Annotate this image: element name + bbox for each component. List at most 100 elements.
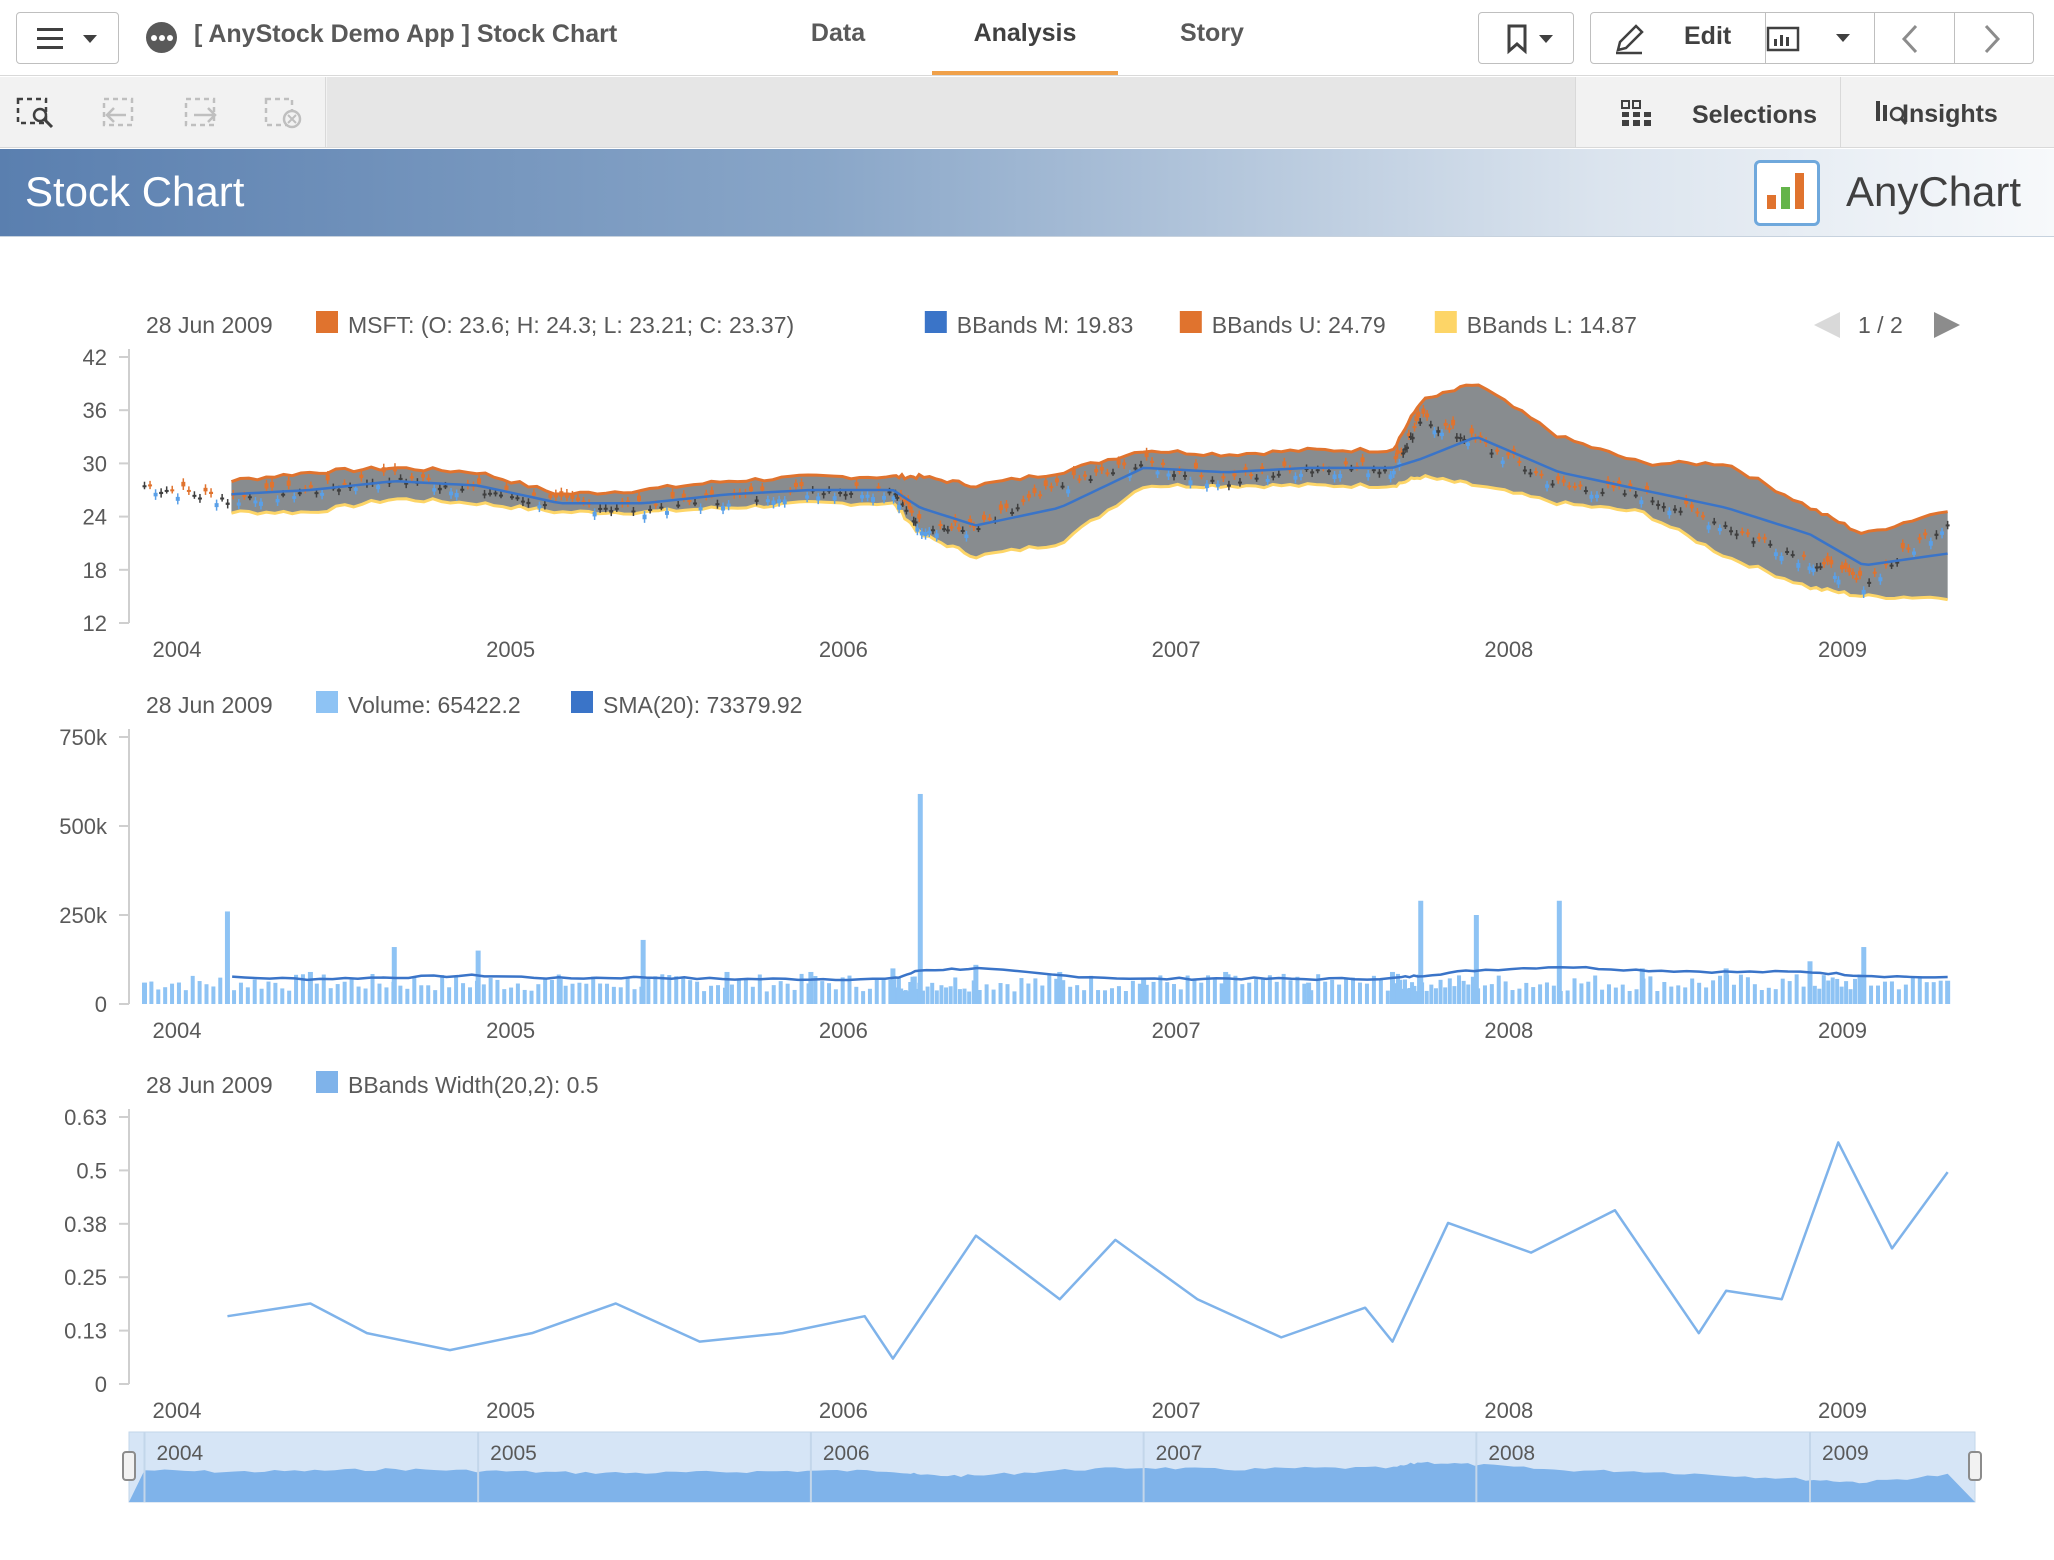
candle-body — [1578, 484, 1583, 487]
candle-body — [1489, 452, 1494, 455]
price-x-tick-label: 2006 — [819, 637, 868, 662]
candle-body — [460, 488, 465, 491]
candle-body — [1506, 452, 1511, 456]
candle-body — [531, 492, 536, 496]
candle-body — [1099, 466, 1104, 471]
candle-body — [175, 496, 180, 501]
candle-body — [1923, 532, 1928, 536]
navigator-label: 2004 — [156, 1442, 203, 1465]
volume-bar — [1503, 981, 1508, 1004]
volume-bar — [1787, 981, 1792, 1004]
volume-bar — [915, 988, 920, 1004]
candle-body — [805, 495, 810, 499]
volume-bar — [1807, 961, 1813, 1004]
candle-body — [526, 501, 531, 505]
volume-bar — [1378, 978, 1383, 1004]
stock-chart[interactable]: 42 36 30 24 18 12 2004 2005 2006 2007 2008 2009 28 J… — [0, 238, 2054, 1560]
candle-body — [1656, 503, 1661, 507]
candle-body — [1105, 472, 1110, 475]
volume-bar — [1738, 974, 1743, 1004]
volume-bar — [1812, 985, 1817, 1004]
candle-body — [1878, 577, 1883, 582]
candle-body — [998, 504, 1003, 511]
volume-bar — [903, 990, 908, 1004]
volume-bar — [930, 982, 935, 1004]
bbwidth-y-tick-label: 0.38 — [64, 1212, 107, 1237]
volume-bar — [1144, 984, 1149, 1004]
volume-bar — [515, 983, 520, 1004]
candle-body — [942, 528, 947, 531]
step-back-icon[interactable] — [98, 95, 142, 131]
price-legend-swatch — [316, 311, 338, 333]
candle-body — [1447, 427, 1452, 430]
candle-body — [598, 507, 603, 510]
bookmark-button[interactable] — [1478, 12, 1574, 64]
volume-bar — [1857, 974, 1862, 1004]
volume-bar — [1821, 975, 1826, 1004]
global-menu-button[interactable] — [16, 12, 119, 64]
candle-body — [934, 533, 939, 538]
candle-body — [915, 527, 920, 532]
volume-x-tick-label: 2004 — [152, 1018, 201, 1043]
smart-search-icon[interactable] — [16, 95, 60, 131]
volume-bar — [391, 947, 397, 1004]
volume-bar — [1192, 979, 1197, 1004]
volume-bar — [1917, 978, 1922, 1004]
candle-body — [1872, 571, 1877, 574]
volume-bar — [426, 985, 431, 1004]
candle-body — [664, 511, 669, 515]
bbwidth-y-tick-label: 0.25 — [64, 1265, 107, 1290]
volume-bar — [156, 989, 161, 1004]
candle-body — [258, 501, 263, 506]
sheet-view-dropdown-button[interactable] — [1764, 22, 1864, 56]
tab-data[interactable]: Data — [810, 19, 866, 47]
volume-bar — [1281, 973, 1286, 1004]
tab-story[interactable]: Story — [1180, 19, 1244, 47]
volume-bar — [1711, 980, 1716, 1004]
next-sheet-button[interactable] — [1952, 22, 2032, 56]
candle-body — [336, 489, 341, 492]
volume-bar — [611, 986, 616, 1004]
candle-body — [1751, 541, 1756, 544]
candle-body — [432, 488, 437, 492]
volume-bar — [1648, 976, 1653, 1004]
candle-body — [1785, 551, 1790, 554]
previous-sheet-button[interactable] — [1870, 22, 1950, 56]
volume-bar — [957, 989, 962, 1004]
candle-body — [1712, 521, 1717, 524]
volume-bar — [901, 990, 906, 1004]
price-legend-label: MSFT: (O: 23.6; H: 24.3; L: 23.21; C: 23… — [348, 312, 794, 338]
volume-x-tick-label: 2005 — [486, 1018, 535, 1043]
candle-body — [1906, 547, 1911, 550]
candle-body — [919, 531, 924, 536]
volume-bar — [1620, 984, 1625, 1004]
candle-body — [871, 497, 876, 502]
volume-bar — [1226, 974, 1231, 1004]
volume-bar — [1945, 980, 1951, 1004]
candle-body — [1395, 449, 1400, 455]
insights-button[interactable] — [1840, 77, 2054, 147]
sheet-title: Stock Chart — [25, 168, 245, 215]
volume-bar — [1848, 989, 1853, 1004]
tab-analysis[interactable]: Analysis — [932, 19, 1118, 75]
candle-body — [849, 492, 854, 495]
volume-bar — [750, 986, 755, 1004]
clear-selections-icon[interactable] — [262, 95, 306, 131]
candle-body — [398, 477, 403, 480]
candle-body — [1517, 460, 1522, 463]
candle-body — [1567, 485, 1572, 488]
edit-button[interactable]: Edit — [1684, 22, 1732, 50]
volume-bar — [1801, 986, 1806, 1004]
volume-bar — [1759, 990, 1764, 1004]
candle-body — [537, 505, 542, 509]
step-forward-icon[interactable] — [180, 95, 224, 131]
volume-bar — [218, 977, 223, 1004]
selections-button[interactable] — [1575, 77, 1840, 147]
candle-body — [1418, 421, 1423, 424]
sheet-title-band: Stock Chart AnyChart — [0, 149, 2054, 237]
price-x-tick-label: 2005 — [486, 637, 535, 662]
volume-bar — [1414, 991, 1419, 1004]
candle-body — [1004, 503, 1009, 509]
candle-body — [1745, 532, 1750, 535]
volume-bar — [1040, 985, 1045, 1004]
